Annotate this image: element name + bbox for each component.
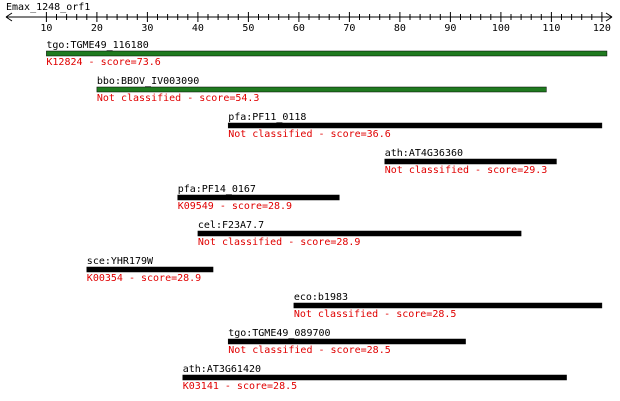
hit-annotation: K09549 - score=28.9 xyxy=(178,201,292,212)
hit-bar xyxy=(197,230,522,237)
hit-bar xyxy=(384,158,557,165)
x-tick-label: 120 xyxy=(593,23,611,34)
hit-name: ath:AT3G61420 xyxy=(183,364,261,375)
hit-annotation: K12824 - score=73.6 xyxy=(46,57,160,68)
hit-name: pfa:PF11_0118 xyxy=(228,112,306,123)
hit-name: eco:b1983 xyxy=(294,292,348,303)
x-tick-label: 60 xyxy=(293,23,305,34)
hit-annotation: Not classified - score=54.3 xyxy=(97,93,260,104)
hit-name: tgo:TGME49_116180 xyxy=(46,40,148,51)
x-tick-label: 10 xyxy=(40,23,52,34)
query-title: Emax_1248_orf1 xyxy=(6,2,90,13)
x-tick-label: 110 xyxy=(542,23,560,34)
hit-bar xyxy=(86,266,214,273)
ruler-arrows xyxy=(5,12,613,22)
hit-annotation: Not classified - score=28.9 xyxy=(198,237,361,248)
x-tick-label: 100 xyxy=(492,23,510,34)
x-tick-label: 80 xyxy=(394,23,406,34)
hit-bar xyxy=(46,50,608,57)
hit-name: tgo:TGME49_089700 xyxy=(228,328,330,339)
x-tick-label: 20 xyxy=(91,23,103,34)
x-tick-label: 70 xyxy=(343,23,355,34)
hit-annotation: Not classified - score=29.3 xyxy=(385,165,548,176)
x-tick-label: 50 xyxy=(242,23,254,34)
hit-annotation: K00354 - score=28.9 xyxy=(87,273,201,284)
hit-annotation: K03141 - score=28.5 xyxy=(183,381,297,392)
hit-bar xyxy=(227,338,466,345)
hit-annotation: Not classified - score=28.5 xyxy=(228,345,391,356)
hit-name: pfa:PF14_0167 xyxy=(178,184,256,195)
hit-bar xyxy=(177,194,340,201)
hit-name: sce:YHR179W xyxy=(87,256,154,267)
hit-bar xyxy=(227,122,603,129)
hit-name: ath:AT4G36360 xyxy=(385,148,463,159)
x-tick-label: 40 xyxy=(192,23,204,34)
hit-bar xyxy=(293,302,603,309)
hit-bar xyxy=(182,374,567,381)
x-tick-label: 30 xyxy=(141,23,153,34)
hit-bar xyxy=(96,86,547,93)
hit-name: cel:F23A7.7 xyxy=(198,220,264,231)
x-tick-label: 90 xyxy=(444,23,456,34)
hit-annotation: Not classified - score=28.5 xyxy=(294,309,457,320)
hit-name: bbo:BBOV_IV003090 xyxy=(97,76,199,87)
hit-annotation: Not classified - score=36.6 xyxy=(228,129,391,140)
